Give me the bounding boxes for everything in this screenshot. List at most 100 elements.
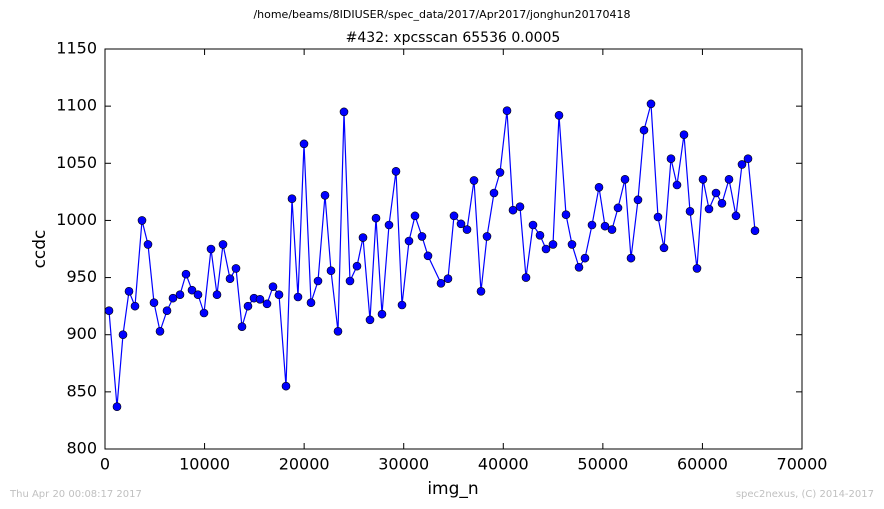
- data-point: [333, 326, 343, 336]
- data-point: [268, 282, 278, 292]
- data-point: [639, 125, 649, 135]
- data-point: [137, 216, 147, 225]
- data-point: [225, 274, 235, 284]
- y-axis-label: ccdc: [30, 230, 50, 269]
- data-point: [554, 110, 564, 120]
- data-point: [371, 213, 381, 223]
- data-point: [404, 236, 414, 246]
- data-point: [574, 262, 584, 272]
- data-point: [168, 293, 178, 303]
- data-point: [255, 294, 265, 304]
- data-point: [646, 99, 656, 109]
- data-point: [456, 219, 466, 229]
- data-point: [449, 211, 459, 221]
- data-point: [187, 285, 197, 295]
- data-point: [633, 195, 643, 205]
- data-point: [587, 220, 597, 230]
- y-tick-label: 950: [66, 267, 97, 286]
- data-point: [607, 225, 617, 234]
- x-tick-label: 70000: [777, 455, 828, 474]
- data-point: [175, 290, 185, 300]
- data-point: [352, 261, 362, 271]
- data-point: [482, 232, 492, 241]
- data-point: [130, 301, 140, 311]
- data-point: [600, 221, 610, 231]
- data-point: [306, 298, 316, 308]
- x-axis-label: img_n: [427, 479, 478, 499]
- data-point: [391, 166, 401, 176]
- data-point: [489, 188, 499, 198]
- data-point: [281, 381, 291, 391]
- footer-right: spec2nexus, (C) 2014-2017: [736, 489, 874, 500]
- data-point: [666, 154, 676, 164]
- data-point: [293, 292, 303, 302]
- data-point: [274, 290, 284, 300]
- data-point: [231, 264, 241, 273]
- data-point: [502, 106, 512, 116]
- series-line: [108, 103, 756, 407]
- data-point: [476, 286, 486, 296]
- y-tick-label: 1050: [56, 153, 97, 172]
- data-point: [685, 206, 695, 216]
- data-point: [384, 220, 394, 230]
- data-point: [320, 190, 330, 200]
- data-point: [717, 198, 727, 208]
- plot-frame: [104, 48, 803, 450]
- data-point: [672, 180, 682, 190]
- x-tick-label: 0: [100, 455, 110, 474]
- x-tick-label: 40000: [478, 455, 529, 474]
- data-point: [653, 212, 663, 222]
- x-tick-label: 60000: [677, 455, 728, 474]
- data-point: [443, 274, 453, 284]
- data-point: [620, 174, 630, 184]
- data-point: [397, 300, 407, 310]
- data-point: [528, 220, 538, 230]
- y-tick-label: 1000: [56, 210, 97, 229]
- data-point: [679, 130, 689, 140]
- data-point: [193, 290, 203, 300]
- data-point: [417, 232, 427, 241]
- data-point: [287, 194, 297, 204]
- data-point: [118, 330, 128, 340]
- data-point: [423, 251, 433, 261]
- data-point: [410, 211, 420, 221]
- data-point: [339, 107, 349, 117]
- data-point: [462, 225, 472, 234]
- data-point: [162, 306, 172, 316]
- data-point: [626, 253, 636, 263]
- data-point: [521, 273, 531, 282]
- data-point: [243, 301, 253, 311]
- data-point: [237, 322, 247, 332]
- data-point: [469, 176, 479, 185]
- data-point: [594, 182, 604, 192]
- data-point: [326, 266, 336, 276]
- data-point: [365, 315, 375, 325]
- data-point: [704, 204, 714, 214]
- y-tick-label: 900: [66, 324, 97, 343]
- data-point: [692, 264, 702, 273]
- data-point: [515, 202, 525, 212]
- data-point: [535, 230, 545, 240]
- data-point: [299, 139, 309, 149]
- footer-left: Thu Apr 20 00:08:17 2017: [9, 489, 142, 500]
- data-point: [345, 276, 355, 286]
- data-point: [313, 276, 323, 286]
- data-point: [218, 240, 228, 249]
- data-point: [561, 210, 571, 220]
- data-point: [358, 233, 368, 242]
- data-point: [149, 298, 159, 308]
- data-point: [613, 203, 623, 213]
- x-tick-label: 10000: [179, 455, 230, 474]
- suptitle: /home/beams/8IDIUSER/spec_data/2017/Apr2…: [253, 8, 630, 21]
- data-point: [495, 168, 505, 177]
- chart-title: #432: xpcsscan 65536 0.0005: [346, 30, 561, 46]
- data-point: [548, 240, 558, 249]
- data-point: [436, 278, 446, 288]
- data-point: [262, 299, 272, 309]
- data-point: [731, 211, 741, 221]
- data-point: [724, 174, 734, 184]
- data-point: [143, 240, 153, 249]
- data-point: [104, 306, 114, 316]
- data-point: [377, 309, 387, 319]
- x-tick-label: 50000: [577, 455, 628, 474]
